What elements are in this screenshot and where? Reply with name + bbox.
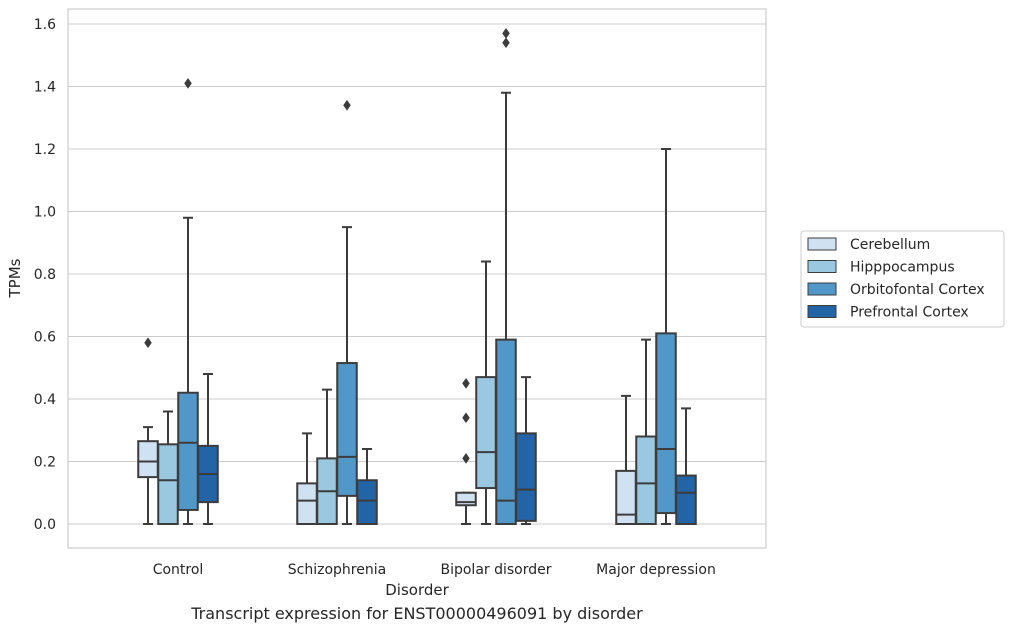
x-tick-label: Control	[153, 562, 204, 578]
box-mark	[455, 377, 477, 525]
box-body	[177, 391, 199, 511]
x-axis-title: Disorder	[385, 581, 449, 599]
outlier-marker	[343, 99, 351, 111]
box-body	[356, 479, 378, 525]
y-tick-label: 0.4	[34, 392, 56, 408]
outlier-marker	[184, 77, 192, 89]
legend-swatch	[807, 305, 837, 318]
box-mark	[635, 338, 657, 525]
box-body	[296, 482, 318, 525]
box-mark	[336, 99, 358, 525]
series-prefrontal-cortex	[197, 373, 697, 525]
box-body	[455, 491, 477, 507]
box-mark	[675, 407, 697, 525]
box-body	[157, 443, 179, 525]
outlier-marker	[462, 377, 470, 389]
box-mark	[157, 410, 179, 525]
box-mark	[137, 337, 159, 525]
box-mark	[296, 432, 318, 525]
box-body	[635, 435, 657, 525]
y-tick-labels: 0.0 0.2 0.4 0.6 0.8 1.0 1.2 1.4 1.6	[34, 17, 56, 533]
box-body	[336, 362, 358, 497]
x-tick-labels: Control Schizophrenia Bipolar disorder Majo…	[153, 562, 716, 578]
box-mark	[615, 394, 637, 525]
outlier-marker	[502, 37, 510, 49]
y-tick-label: 1.4	[34, 80, 56, 96]
legend-swatch	[807, 282, 837, 296]
y-tick-label: 1.2	[34, 142, 56, 158]
box-body	[675, 474, 697, 525]
box-mark	[316, 388, 338, 525]
outlier-marker	[462, 452, 470, 464]
box-body	[137, 440, 159, 479]
y-tick-label: 1.0	[34, 205, 56, 221]
legend-swatch	[807, 237, 837, 251]
series-orbitofontal-cortex	[177, 27, 677, 525]
box-mark	[177, 77, 199, 525]
series-hipppocampus	[157, 260, 657, 525]
legend-label: Prefrontal Cortex	[850, 305, 969, 321]
outlier-marker	[502, 27, 510, 39]
x-tick-label: Bipolar disorder	[440, 562, 551, 578]
y-tick-label: 0.2	[34, 455, 56, 471]
legend-swatch	[807, 260, 837, 273]
box-mark	[475, 260, 497, 525]
box-mark	[655, 148, 677, 525]
box-body	[475, 376, 497, 490]
box-body	[495, 338, 517, 525]
box-mark	[515, 376, 537, 525]
box-body	[655, 332, 677, 515]
legend-frame	[800, 230, 1005, 328]
legend-label: Hipppocampus	[850, 260, 955, 276]
box-body	[515, 432, 537, 522]
y-tick-label: 0.8	[34, 267, 56, 283]
legend-label: Cerebellum	[850, 237, 930, 253]
y-axis-title: TPMs	[6, 258, 24, 298]
box-mark	[495, 27, 517, 525]
outlier-marker	[144, 337, 152, 349]
legend-label: Orbitofontal Cortex	[850, 282, 985, 298]
outlier-marker	[462, 412, 470, 424]
legend: Cerebellum Hipppocampus Orbitofontal Corte…	[800, 230, 1005, 328]
box-mark	[356, 448, 378, 525]
y-tick-label: 1.6	[34, 17, 56, 33]
plot-frame	[67, 8, 767, 549]
y-tick-label: 0.0	[34, 517, 56, 533]
box-mark	[197, 373, 219, 525]
box-groups	[137, 27, 697, 525]
figure-caption: Transcript expression for ENST0000049609…	[191, 604, 643, 623]
x-tick-label: Schizophrenia	[288, 562, 386, 578]
box-body	[615, 469, 637, 525]
x-tick-label: Major depression	[596, 562, 716, 578]
y-tick-label: 0.6	[34, 330, 56, 346]
